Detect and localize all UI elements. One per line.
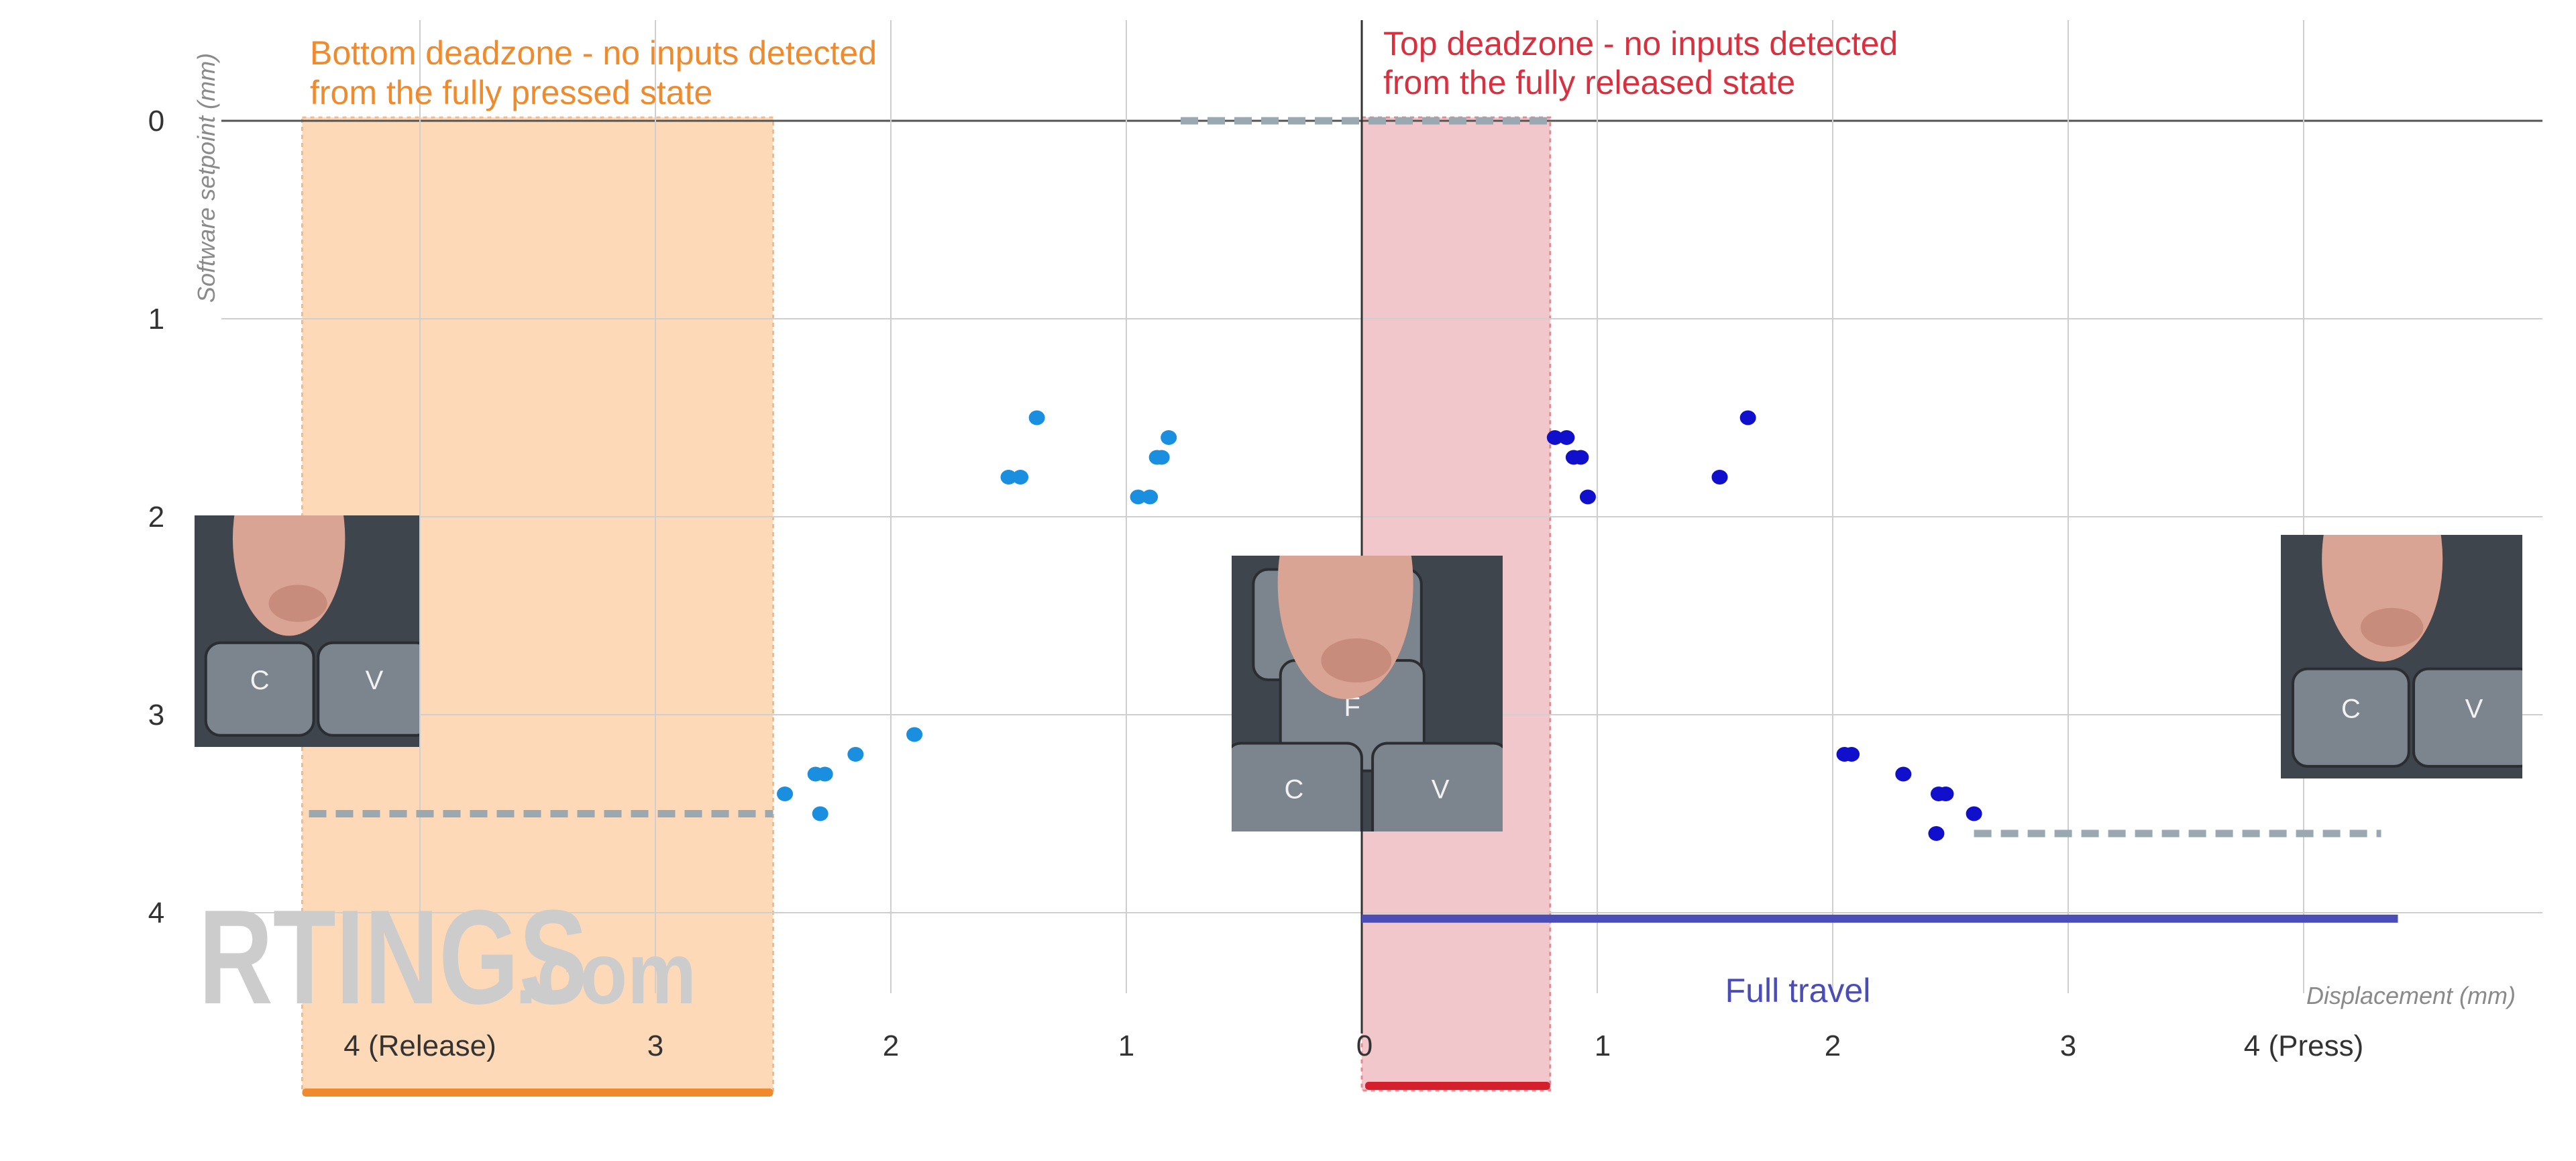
- keycap-legend: V: [2465, 694, 2483, 723]
- press-point-8: [1843, 747, 1860, 762]
- press-point-1: [1558, 430, 1575, 445]
- keycap-legend: C: [250, 666, 270, 695]
- release-point-11: [807, 766, 824, 782]
- full-travel-label: Full travel: [1725, 972, 1871, 1009]
- bottom-deadzone-note-line-2: from the fully pressed state: [310, 74, 712, 111]
- release-point-0: [1028, 410, 1045, 425]
- x-tick-label-5: 1: [1595, 1029, 1611, 1062]
- top-deadzone-span-bar: [1365, 1082, 1550, 1090]
- y-tick-label-4: 4: [148, 897, 164, 929]
- top-deadzone-note-line-2: from the fully released state: [1383, 64, 1795, 101]
- key-photos: CVTFCVCV: [195, 515, 2522, 831]
- x-tick-label-1: 3: [647, 1029, 663, 1062]
- release-point-5: [1148, 450, 1165, 465]
- keycap-legend: V: [1432, 775, 1450, 805]
- release-point-12: [812, 806, 828, 821]
- photo-content: TFCV: [1232, 556, 1503, 831]
- press-point-11: [1937, 787, 1954, 801]
- x-tick-label-0: 4 (Release): [343, 1029, 496, 1062]
- tick-labels: 0 1 2 3 4 4 (Release) 3 2 1 0 1 2 3 4 (Press): [148, 105, 2363, 1062]
- y-tick-label-2: 2: [148, 501, 164, 534]
- reference-lines: [309, 117, 2398, 923]
- y-tick-label-0: 0: [148, 105, 164, 138]
- bottom-deadzone-span-bar: [302, 1089, 773, 1097]
- x-tick-label-8: 4 (Press): [2244, 1029, 2363, 1062]
- keycap: [204, 641, 315, 737]
- press-point-0: [1546, 430, 1563, 445]
- keycap-legend: C: [2341, 694, 2361, 723]
- press-point-6: [1739, 410, 1756, 425]
- y-axis-title: Software setpoint (mm): [193, 53, 220, 303]
- finger-resting-on-key-photo: TFCV: [1232, 556, 1503, 831]
- release-point-3: [1161, 430, 1177, 445]
- watermark-suffix: .com: [515, 924, 696, 1022]
- keycap: [2412, 667, 2522, 768]
- fingertip-icon: [2360, 607, 2424, 647]
- keycap: [2292, 667, 2410, 768]
- x-tick-label-3: 1: [1118, 1029, 1134, 1062]
- fingertip-icon: [268, 585, 327, 622]
- release-point-7: [1130, 489, 1146, 505]
- keycap-legend: V: [366, 666, 384, 695]
- bottom-deadzone-note-line-1: Bottom deadzone - no inputs detected: [310, 34, 877, 72]
- release-point-13: [777, 787, 794, 801]
- top-deadzone-note-line-1: Top deadzone - no inputs detected: [1383, 25, 1898, 62]
- watermark-brand: RTINGS: [199, 882, 588, 1032]
- watermark: RTINGS .com: [199, 882, 696, 1032]
- press-point-3: [1572, 450, 1589, 465]
- annotations: Bottom deadzone - no inputs detected fro…: [193, 25, 2516, 1009]
- x-axis-title: Displacement (mm): [2306, 982, 2516, 1009]
- keycap: [317, 641, 419, 737]
- y-tick-label-1: 1: [148, 303, 164, 336]
- press-point-13: [1966, 806, 1982, 821]
- press-point-5: [1711, 470, 1728, 485]
- x-tick-label-6: 2: [1825, 1029, 1841, 1062]
- release-point-9: [847, 747, 864, 762]
- release-point-8: [906, 727, 923, 742]
- keycap-legend: C: [1284, 775, 1303, 805]
- release-point-1: [1000, 470, 1017, 485]
- data-points: [777, 410, 1982, 841]
- x-tick-label-2: 2: [883, 1029, 899, 1062]
- y-tick-label-3: 3: [148, 699, 164, 731]
- x-tick-label-7: 3: [2060, 1029, 2076, 1062]
- press-point-9: [1895, 766, 1912, 782]
- fingertip-icon: [1321, 638, 1392, 683]
- release-point-6: [1142, 489, 1159, 505]
- press-point-12: [1928, 826, 1945, 841]
- keycap: [1232, 742, 1363, 831]
- release-point-2: [1012, 470, 1029, 485]
- x-tick-label-4: 0: [1356, 1029, 1373, 1062]
- keycap: [1371, 742, 1503, 831]
- press-point-4: [1579, 489, 1596, 505]
